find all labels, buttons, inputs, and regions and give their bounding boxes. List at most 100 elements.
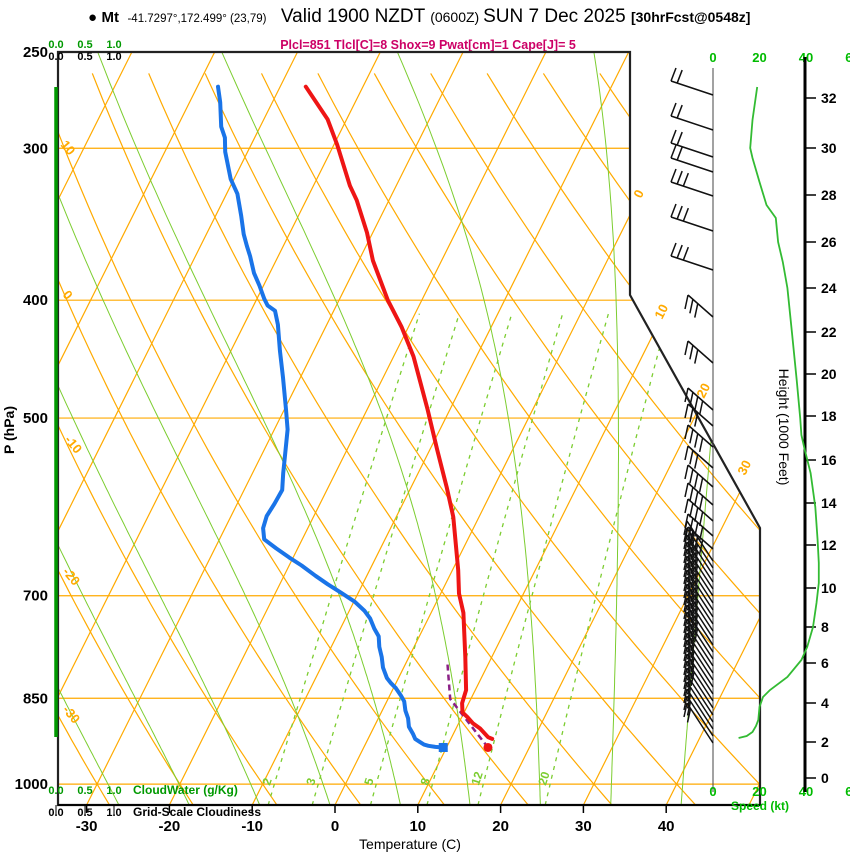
mixing-ratio-line xyxy=(544,313,670,805)
pressure-tick-label: 250 xyxy=(23,44,48,61)
plot-grid xyxy=(58,52,760,805)
adiabat-edge-label: -20 xyxy=(60,564,84,588)
cloudiness-legend: Grid-Scale Cloudiness xyxy=(133,805,261,819)
dry-adiabat-line xyxy=(58,73,445,805)
temperature-tick-label: 0 xyxy=(331,818,339,835)
isotherm-edge-label: 30 xyxy=(734,458,754,478)
moist-adiabat-line xyxy=(221,52,471,805)
isotherm-line xyxy=(334,52,713,805)
cloudwater-scale-top: 1.0 xyxy=(106,39,121,51)
isotherm-line xyxy=(665,52,760,805)
speed-tick-label-top: 20 xyxy=(752,50,766,65)
pressure-tick-label: 700 xyxy=(23,588,48,605)
moist-adiabat-line xyxy=(397,52,541,805)
cloudwater-scale-bottom: 0.0 xyxy=(48,785,63,797)
temperature-trace xyxy=(303,84,495,741)
dry-adiabat-line xyxy=(204,73,697,805)
speed-axis-title: Speed (kt) xyxy=(731,799,789,813)
height-tick-label: 20 xyxy=(821,366,837,382)
moist-adiabat-line xyxy=(593,52,619,805)
temperature-tick-label: -10 xyxy=(241,818,263,835)
stability-indices: Plcl=851 Tlcl[C]=8 Shox=9 Pwat[cm]=1 Cap… xyxy=(280,38,576,52)
isotherm-edge-label: 20 xyxy=(693,381,713,401)
temperature-tick-label: 20 xyxy=(492,818,509,835)
dry-adiabat-line xyxy=(91,73,529,805)
height-tick-label: 32 xyxy=(821,90,837,106)
height-tick-label: 0 xyxy=(821,770,829,786)
height-tick-label: 18 xyxy=(821,408,837,424)
dry-adiabat-line xyxy=(58,73,194,805)
moist-adiabat-line xyxy=(97,52,401,805)
cloudiness-scale-top: 0.5 xyxy=(77,51,92,63)
chart-title: ● Mt -41.7297°,172.499° (23,79) Valid 19… xyxy=(88,6,750,28)
height-tick-label: 4 xyxy=(821,695,829,711)
speed-tick-label-top: 0 xyxy=(709,50,716,65)
mixing-ratio-label: 3 xyxy=(303,776,318,787)
cloudwater-scale-top: 0.5 xyxy=(77,39,92,51)
valid-time-utc: (0600Z) xyxy=(430,9,484,25)
pressure-tick-label: 400 xyxy=(23,292,48,309)
isotherm-line xyxy=(58,52,381,805)
pressure-tick-label: 300 xyxy=(23,140,48,157)
parcel-trace xyxy=(446,662,489,749)
height-tick-label: 2 xyxy=(821,734,829,750)
station-name: Mt xyxy=(101,9,120,26)
height-tick-label: 8 xyxy=(821,619,829,635)
moist-adiabat-line xyxy=(58,52,120,805)
dry-adiabat-line xyxy=(148,73,613,805)
speed-tick-label-bottom: 60 xyxy=(845,784,850,799)
isotherm-line xyxy=(168,52,547,805)
height-tick-label: 26 xyxy=(821,234,837,250)
valid-time: Valid 1900 NZDT xyxy=(280,6,431,27)
isotherm-edge-label: 0 xyxy=(630,187,647,200)
pressure-tick-label: 850 xyxy=(23,690,48,707)
isotherm-line xyxy=(251,52,630,805)
height-tick-label: 30 xyxy=(821,140,837,156)
pressure-axis-title: P (hPa) xyxy=(1,406,17,454)
pressure-tick-label: 500 xyxy=(23,410,48,427)
dry-adiabat-line xyxy=(486,73,760,805)
mixing-ratio-label: 2 xyxy=(259,776,274,787)
mixing-ratio-label: 8 xyxy=(418,776,433,787)
adiabat-edge-label: -30 xyxy=(60,702,84,726)
wind-speed-profile xyxy=(738,86,820,739)
isotherm-line xyxy=(582,52,760,805)
dry-adiabat-line xyxy=(599,73,760,805)
mixing-ratio-line xyxy=(267,313,421,805)
height-tick-label: 24 xyxy=(821,280,837,296)
temperature-tick-label: -20 xyxy=(159,818,181,835)
height-tick-label: 28 xyxy=(821,187,837,203)
isotherm-line xyxy=(500,52,760,805)
forecast-hour: [30hrFcst@0548z] xyxy=(630,9,751,25)
dewpoint-trace xyxy=(216,84,446,750)
moist-adiabat-line xyxy=(58,52,331,805)
temperature-tick-label: 40 xyxy=(658,818,675,835)
dry-adiabat-line xyxy=(430,73,760,805)
speed-tick-label-top: 60 xyxy=(845,50,850,65)
valid-date: SUN 7 Dec 2025 xyxy=(483,6,631,27)
temperature-tick-label: -30 xyxy=(76,818,98,835)
cloudwater-scale-bottom: 0.5 xyxy=(77,785,92,797)
mixing-ratio-label: 5 xyxy=(361,776,376,787)
station-coordinates: -41.7297°,172.499° (23,79) xyxy=(127,13,267,25)
isotherm-line xyxy=(748,52,760,805)
isotherm-line xyxy=(86,52,464,805)
isotherm-edge-label: 10 xyxy=(651,302,671,322)
temperature-axis-title: Temperature (C) xyxy=(359,836,461,852)
moist-adiabat-line xyxy=(58,52,261,805)
speed-tick-label-bottom: 0 xyxy=(709,784,716,799)
height-tick-label: 22 xyxy=(821,324,837,340)
cloudiness-scale-top: 0.0 xyxy=(48,51,63,63)
height-tick-label: 16 xyxy=(821,452,837,468)
isotherm-line xyxy=(58,52,133,805)
height-tick-label: 14 xyxy=(821,495,837,511)
dry-adiabat-line xyxy=(58,73,111,805)
height-axis-title: Height (1000 Feet) xyxy=(776,369,792,486)
height-tick-label: 12 xyxy=(821,537,837,553)
dry-adiabat-line xyxy=(317,73,760,805)
station-marker-icon: ● xyxy=(88,9,98,26)
pressure-tick-label: 1000 xyxy=(15,776,48,793)
cloudwater-scale-top: 0.0 xyxy=(48,39,63,51)
